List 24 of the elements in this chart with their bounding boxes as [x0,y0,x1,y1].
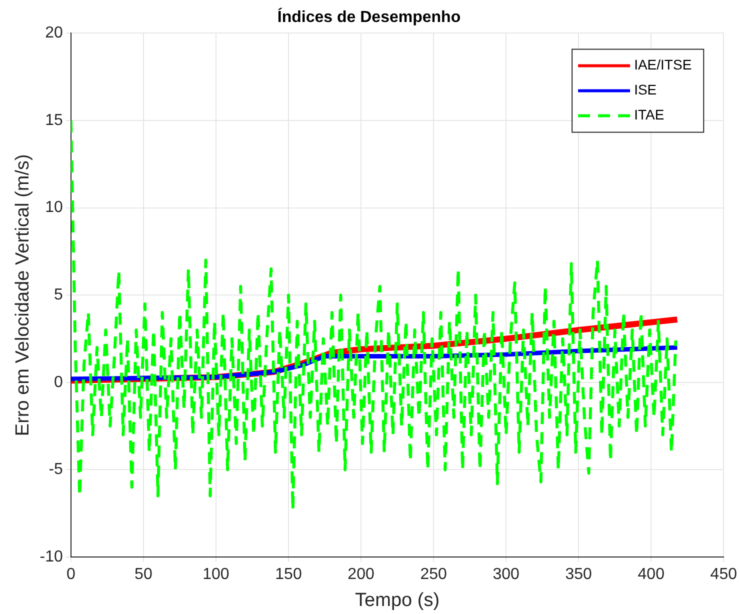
x-axis-title: Tempo (s) [355,590,440,611]
y-tick-label: 0 [54,374,64,391]
x-tick-label: 200 [348,566,374,584]
line-series [70,119,678,512]
x-tick-label: 0 [66,566,76,584]
x-tick-label: 150 [275,566,302,584]
y-tick-label: -5 [48,461,64,478]
legend-label: ITAE [634,106,664,123]
y-tick-label: 5 [54,286,64,304]
legend-label: IAE/ITSE [634,56,692,73]
x-tick-label: 300 [492,566,520,584]
x-tick-label: 350 [565,566,592,584]
y-axis-title: Erro em Velocidade Vertical (m/s) [12,154,34,436]
x-tick-label: 450 [710,566,738,584]
legend-label: ISE [634,82,657,98]
y-tick-label: 15 [45,112,64,129]
x-tick-label: 400 [638,566,665,584]
y-tick-label: 10 [45,199,64,216]
chart-title: Índices de Desempenho [277,7,461,26]
y-tick-label: 20 [45,24,64,42]
x-tick-label: 100 [202,566,230,584]
y-tick-label: -10 [40,548,64,566]
x-tick-label: 50 [134,566,152,584]
x-tick-label: 250 [420,566,447,584]
